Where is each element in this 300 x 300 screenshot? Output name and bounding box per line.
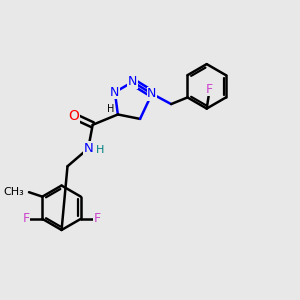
Text: N: N bbox=[110, 86, 120, 99]
Text: F: F bbox=[22, 212, 30, 225]
Text: H: H bbox=[107, 103, 114, 113]
Text: F: F bbox=[94, 212, 101, 225]
Text: CH₃: CH₃ bbox=[4, 187, 25, 197]
Text: N: N bbox=[83, 142, 93, 155]
Text: N: N bbox=[147, 87, 157, 100]
Text: H: H bbox=[96, 145, 104, 155]
Text: F: F bbox=[206, 83, 213, 96]
Text: O: O bbox=[68, 109, 79, 123]
Text: N: N bbox=[128, 75, 137, 88]
